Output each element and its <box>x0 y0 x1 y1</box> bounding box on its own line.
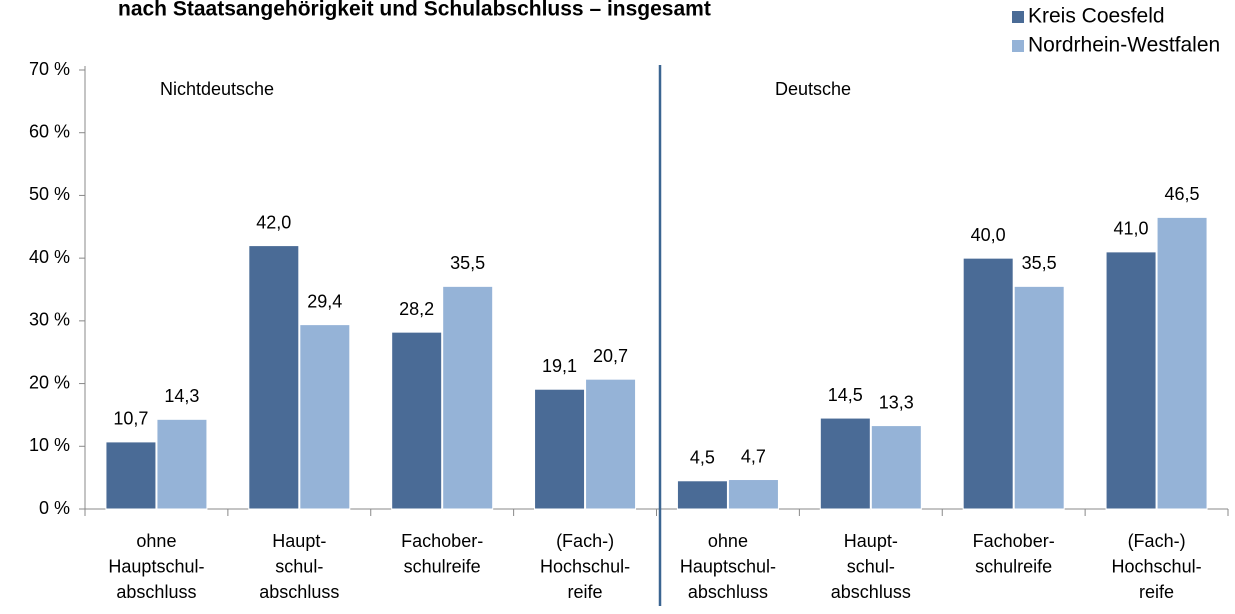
x-tick-label-line: Fachober- <box>401 531 483 551</box>
x-tick-label: Haupt-schul-abschluss <box>831 531 911 602</box>
x-tick-label-line: Hauptschul- <box>108 556 204 576</box>
bar <box>676 480 728 510</box>
x-tick-label: (Fach-) Hochschul-reife <box>1112 531 1202 602</box>
x-tick-label: ohne Hauptschul-abschluss <box>680 531 776 602</box>
bar <box>1105 251 1157 510</box>
x-tick-label-line: abschluss <box>831 582 911 602</box>
legend-label: Nordrhein-Westfalen <box>1028 34 1220 57</box>
y-tick-label: 0 % <box>39 498 70 518</box>
x-tick-label: Fachober-schulreife <box>973 531 1055 577</box>
group-label: Nichtdeutsche <box>160 79 274 99</box>
value-label: 14,5 <box>828 385 863 405</box>
x-tick-label-line: (Fach-) <box>1128 531 1186 551</box>
value-label: 14,3 <box>164 386 199 406</box>
x-tick-label-line: reife <box>568 582 603 602</box>
y-tick-label: 70 % <box>29 59 70 79</box>
x-tick-label: Haupt-schul-abschluss <box>259 531 339 602</box>
bar <box>248 245 300 510</box>
x-tick-label-line: ohne <box>708 531 748 551</box>
bar <box>391 331 443 510</box>
value-label: 46,5 <box>1165 184 1200 204</box>
x-tick-label-line: Fachober- <box>973 531 1055 551</box>
bar <box>1156 216 1208 510</box>
x-tick-label-line: Hochschul- <box>1112 556 1202 576</box>
bar <box>585 378 637 510</box>
y-tick-label: 40 % <box>29 247 70 267</box>
value-label: 40,0 <box>971 225 1006 245</box>
value-label: 28,2 <box>399 299 434 319</box>
bar <box>1013 285 1065 510</box>
value-label: 35,5 <box>1022 253 1057 273</box>
x-tick-label-line: reife <box>1139 582 1174 602</box>
bar <box>534 388 586 510</box>
bar <box>156 418 208 510</box>
value-label: 13,3 <box>879 392 914 412</box>
bar <box>819 417 871 510</box>
x-tick-label-line: schulreife <box>404 556 481 576</box>
x-tick-label-line: ohne <box>136 531 176 551</box>
x-tick-label-line: Hauptschul- <box>680 556 776 576</box>
group-label: Deutsche <box>775 79 851 99</box>
x-tick-label: (Fach-) Hochschul-reife <box>540 531 630 602</box>
value-label: 20,7 <box>593 346 628 366</box>
value-label: 10,7 <box>113 409 148 429</box>
y-tick-label: 50 % <box>29 184 70 204</box>
bar <box>299 324 351 510</box>
value-label: 42,0 <box>256 212 291 232</box>
x-tick-label-line: schul- <box>275 556 323 576</box>
value-label: 19,1 <box>542 356 577 376</box>
x-tick-label-line: abschluss <box>116 582 196 602</box>
bar <box>870 425 922 510</box>
bar <box>105 441 157 510</box>
value-label: 4,7 <box>741 446 766 466</box>
legend-label: Kreis Coesfeld <box>1028 5 1165 28</box>
y-tick-label: 60 % <box>29 121 70 141</box>
bar <box>727 479 779 510</box>
value-label: 29,4 <box>307 291 342 311</box>
value-label: 41,0 <box>1114 219 1149 239</box>
x-tick-label-line: Hochschul- <box>540 556 630 576</box>
x-tick-label-line: schulreife <box>975 556 1052 576</box>
value-label: 4,5 <box>690 448 715 468</box>
bar <box>442 285 494 510</box>
bar <box>962 257 1014 510</box>
value-label: 35,5 <box>450 253 485 273</box>
y-tick-label: 10 % <box>29 435 70 455</box>
x-tick-label-line: Haupt- <box>844 531 898 551</box>
x-tick-label-line: schul- <box>847 556 895 576</box>
x-tick-label-line: (Fach-) <box>556 531 614 551</box>
x-tick-label-line: Haupt- <box>272 531 326 551</box>
x-tick-label: Fachober-schulreife <box>401 531 483 577</box>
x-tick-label-line: abschluss <box>688 582 768 602</box>
x-tick-label: ohne Hauptschul-abschluss <box>108 531 204 602</box>
x-tick-label-line: abschluss <box>259 582 339 602</box>
y-tick-label: 20 % <box>29 372 70 392</box>
legend-swatch <box>1012 40 1024 52</box>
y-tick-label: 30 % <box>29 310 70 330</box>
legend-swatch <box>1012 11 1024 23</box>
chart-title: nach Staatsangehörigkeit und Schulabschl… <box>118 0 711 21</box>
